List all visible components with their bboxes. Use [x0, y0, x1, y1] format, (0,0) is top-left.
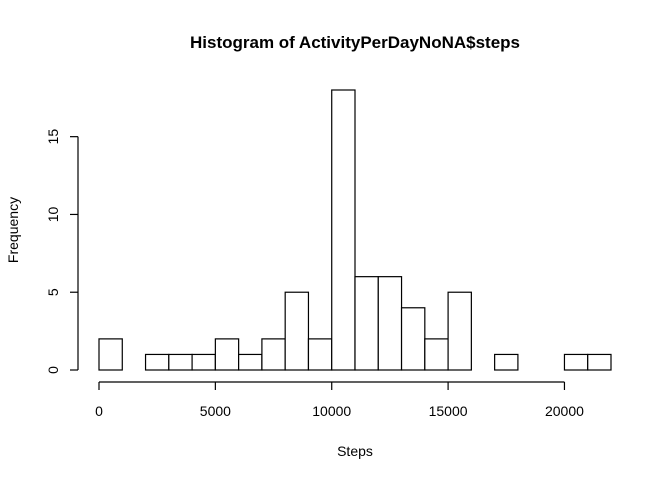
histogram-bar [98, 338, 123, 371]
histogram-bar [261, 338, 286, 371]
y-tick-label: 10 [45, 206, 61, 222]
histogram-bar [168, 353, 193, 371]
y-tick-label: 5 [45, 288, 61, 296]
histogram-bar [563, 353, 589, 371]
histogram-bar [377, 276, 403, 371]
x-tick-label: 5000 [200, 403, 231, 419]
y-tick-label: 0 [45, 366, 61, 374]
histogram-bar [494, 353, 519, 371]
histogram-bar [144, 353, 170, 371]
histogram-bar [354, 276, 379, 371]
x-axis-label: Steps [337, 443, 373, 459]
histogram-bar [284, 291, 310, 371]
histogram-bar [424, 338, 449, 371]
chart-title: Histogram of ActivityPerDayNoNA$steps [190, 33, 520, 52]
histogram-bar [307, 338, 333, 371]
x-axis: 0 5000 10000 15000 20000 [95, 381, 584, 419]
bars-group [98, 89, 612, 371]
y-axis: 0 5 10 15 [45, 129, 79, 374]
histogram-bar [400, 307, 426, 371]
histogram-bar [447, 291, 472, 371]
y-tick-label: 15 [45, 129, 61, 145]
histogram-bar [587, 353, 612, 371]
y-axis-label: Frequency [5, 197, 21, 263]
x-tick-label: 10000 [312, 403, 351, 419]
x-tick-label: 15000 [429, 403, 468, 419]
x-tick-label: 0 [95, 403, 103, 419]
histogram-bar [214, 338, 240, 371]
x-tick-label: 20000 [545, 403, 584, 419]
histogram-bar [331, 89, 356, 371]
histogram-bar [238, 353, 263, 371]
histogram-bar [191, 353, 216, 371]
